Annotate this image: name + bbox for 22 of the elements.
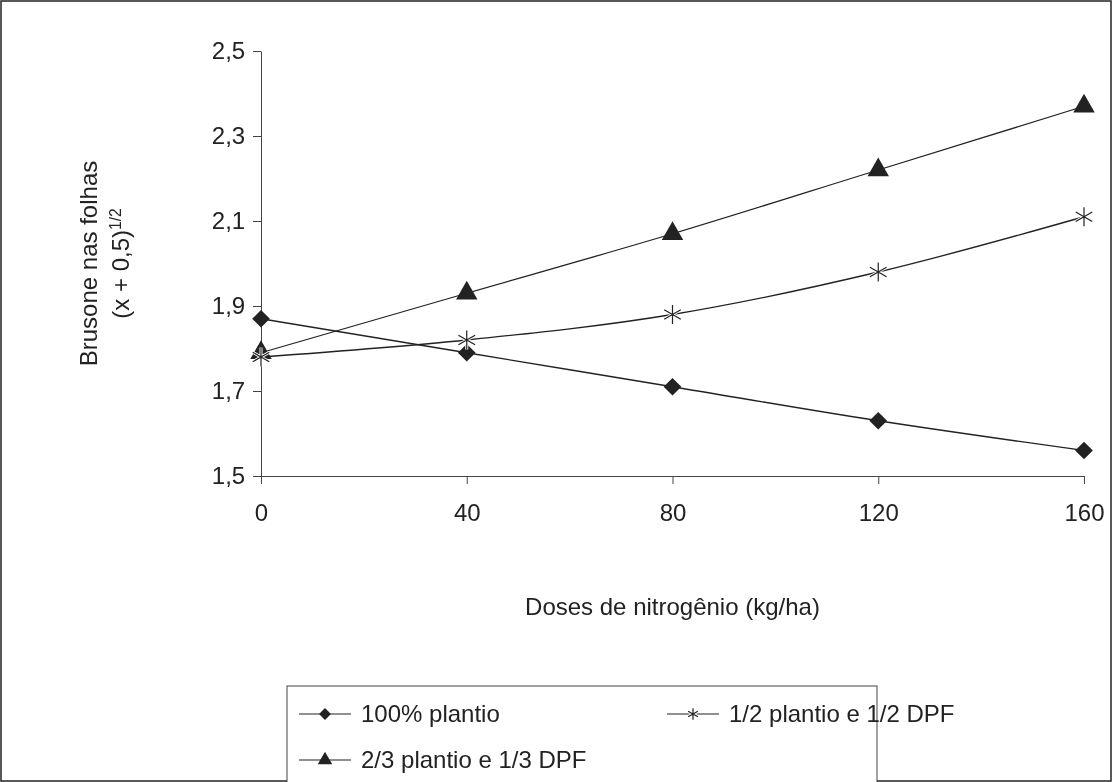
point	[252, 309, 270, 328]
x-tick-label: 120	[858, 498, 899, 526]
legend-label: 1/2 plantio e 1/2 DPF	[729, 700, 955, 728]
y-tick-label: 2,5	[211, 37, 246, 65]
x-tick-label: 160	[1064, 498, 1105, 526]
point	[1073, 93, 1095, 113]
x-tick-label: 0	[254, 498, 269, 526]
legend-label: 2/3 plantio e 1/3 DPF	[361, 746, 587, 774]
y-tick-label: 2,1	[211, 207, 246, 235]
x-tick-label: 40	[453, 498, 481, 526]
point	[869, 411, 888, 430]
y-tick-label: 1,5	[211, 462, 246, 490]
y-tick-label: 1,7	[211, 377, 246, 405]
point	[663, 377, 682, 396]
point	[867, 157, 889, 177]
legend-label: 100% plantio	[361, 700, 500, 728]
x-axis-title: Doses de nitrogênio (kg/ha)	[525, 593, 820, 620]
point	[661, 221, 684, 240]
y-tick-label: 2,3	[211, 122, 246, 150]
x-tick-label: 80	[659, 498, 687, 526]
y-tick-label: 1,9	[211, 292, 246, 320]
point	[1075, 441, 1093, 460]
